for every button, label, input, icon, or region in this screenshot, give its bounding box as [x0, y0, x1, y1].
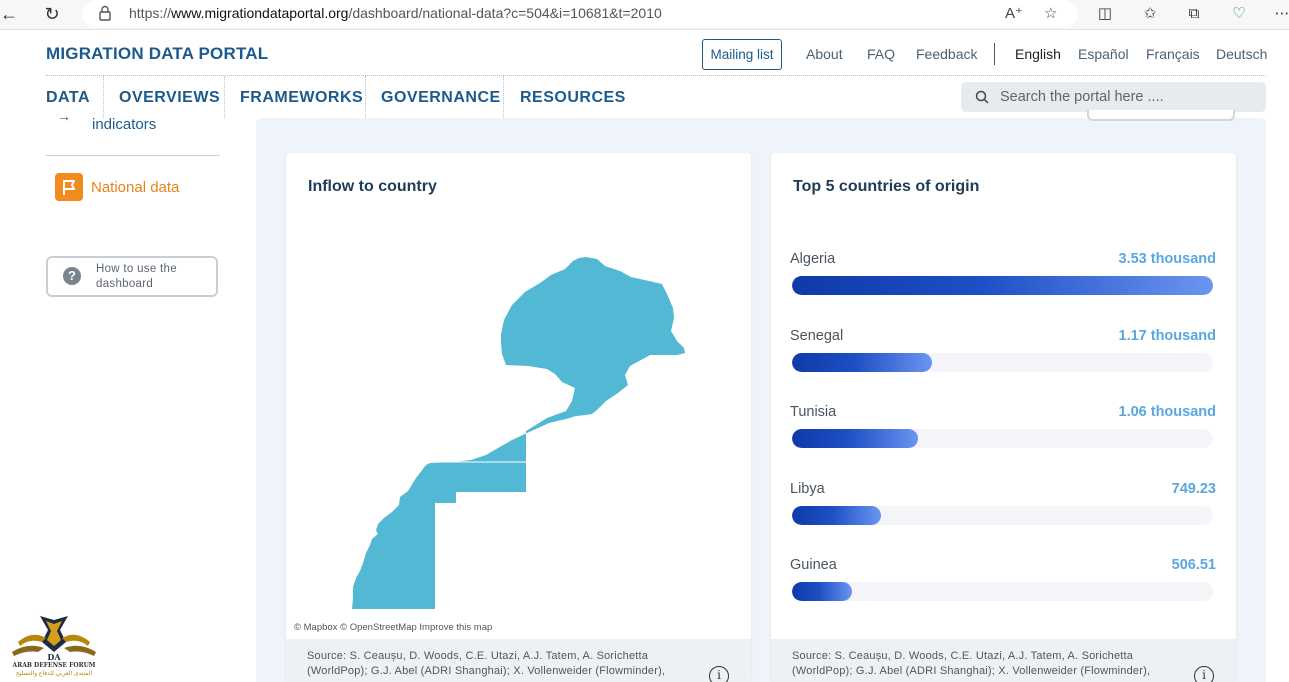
lock-icon: [99, 5, 111, 21]
country-name: Tunisia: [790, 404, 837, 420]
more-menu-icon[interactable]: ⋯: [1274, 5, 1289, 22]
flag-icon[interactable]: [55, 173, 83, 201]
top-origin-card: Top 5 countries of origin Algeria 3.53 th…: [771, 153, 1236, 682]
faq-link[interactable]: FAQ: [867, 46, 896, 62]
country-value: 749.23: [1171, 481, 1216, 497]
sidebar-item-indicators[interactable]: indicators: [92, 116, 157, 133]
morocco-region[interactable]: [352, 257, 685, 609]
country-name: Libya: [790, 481, 825, 497]
eagle-emblem-icon: DA: [12, 616, 96, 662]
search-icon: [975, 90, 989, 104]
url-text: https://www.migrationdataportal.org/dash…: [129, 5, 662, 21]
divider: [994, 43, 995, 65]
country-value: 1.17 thousand: [1118, 328, 1217, 344]
card-title: Inflow to country: [308, 178, 437, 195]
nav-resources[interactable]: RESOURCES: [520, 89, 626, 106]
country-name: Guinea: [790, 557, 837, 573]
map-attribution[interactable]: © Mapbox © OpenStreetMap Improve this ma…: [294, 622, 493, 633]
source-text: Source: S. Ceaușu, D. Woods, C.E. Utazi,…: [792, 650, 1151, 677]
feedback-link[interactable]: Feedback: [916, 46, 978, 62]
bar-fill: [792, 276, 1213, 295]
nav-divider: [224, 76, 225, 118]
nav-governance[interactable]: GOVERNANCE: [381, 89, 501, 106]
country-name: Algeria: [790, 251, 836, 267]
favorites-icon[interactable]: ✩: [1143, 5, 1157, 22]
card-title: Top 5 countries of origin: [793, 178, 980, 195]
bar-fill: [792, 582, 853, 601]
bar-track: [792, 506, 1213, 525]
about-link[interactable]: About: [806, 46, 843, 62]
bar-track: [792, 276, 1213, 295]
bar-fill: [792, 353, 932, 372]
nav-frameworks[interactable]: FRAMEWORKS: [240, 89, 364, 106]
sidebar-divider: [46, 155, 220, 156]
lang-espanol[interactable]: Español: [1078, 46, 1129, 62]
read-aloud-icon[interactable]: A⁺: [1005, 5, 1023, 22]
search-placeholder: Search the portal here ....: [1000, 89, 1164, 105]
bar-fill: [792, 506, 882, 525]
watermark-arabic-text: المنتدى العربي للدفاع والتسليح: [15, 671, 93, 677]
lang-deutsch[interactable]: Deutsch: [1216, 46, 1268, 62]
inflow-map-card: Inflow to country © Mapbox © OpenStreetM…: [286, 153, 751, 682]
address-bar[interactable]: https://www.migrationdataportal.org/dash…: [82, 0, 1078, 28]
browser-toolbar: ← ↻ https://www.migrationdataportal.org/…: [0, 0, 1289, 30]
nav-divider: [103, 76, 104, 118]
help-icon: ?: [63, 267, 81, 285]
country-map[interactable]: [286, 153, 751, 623]
bar-fill: [792, 429, 919, 448]
site-logo[interactable]: MIGRATION DATA PORTAL: [46, 44, 269, 63]
nav-overviews[interactable]: OVERVIEWS: [119, 89, 221, 106]
split-screen-icon[interactable]: ◫: [1097, 5, 1113, 22]
search-input[interactable]: Search the portal here ....: [961, 82, 1266, 112]
lang-francais[interactable]: Français: [1146, 46, 1200, 62]
browser-essentials-icon[interactable]: ♡: [1232, 5, 1246, 22]
sidebar-item-national-data[interactable]: National data: [91, 179, 180, 196]
bar-track: [792, 582, 1213, 601]
collections-icon[interactable]: ⧉: [1188, 5, 1200, 22]
header-divider: [46, 75, 1266, 76]
mailing-list-button[interactable]: Mailing list: [702, 39, 782, 70]
info-icon[interactable]: i: [1194, 666, 1214, 682]
country-value: 506.51: [1171, 557, 1216, 573]
forum-watermark-logo: DA ARAB DEFENSE FORUM المنتدى العربي للد…: [8, 612, 100, 682]
country-value: 1.06 thousand: [1118, 404, 1217, 420]
nav-divider: [365, 76, 366, 118]
arrow-right-icon: →: [57, 108, 71, 124]
source-text: Source: S. Ceaușu, D. Woods, C.E. Utazi,…: [307, 650, 666, 677]
how-to-use-button[interactable]: ? How to use the dashboard: [46, 256, 218, 297]
svg-text:DA: DA: [47, 652, 61, 662]
country-name: Senegal: [790, 328, 844, 344]
bar-track: [792, 429, 1213, 448]
info-icon[interactable]: i: [709, 666, 729, 682]
nav-divider: [503, 76, 504, 118]
dropdown-edge[interactable]: [1087, 110, 1235, 121]
bar-track: [792, 353, 1213, 372]
nav-data[interactable]: DATA: [46, 89, 91, 106]
back-icon[interactable]: ←: [0, 4, 18, 24]
source-footer: Source: S. Ceaușu, D. Woods, C.E. Utazi,…: [771, 639, 1236, 682]
refresh-icon[interactable]: ↻: [44, 4, 60, 24]
favorite-star-icon[interactable]: ☆: [1044, 5, 1058, 22]
watermark-text: ARAB DEFENSE FORUM: [12, 662, 96, 669]
how-to-use-label: How to use the dashboard: [96, 263, 177, 290]
lang-english[interactable]: English: [1015, 46, 1061, 62]
country-value: 3.53 thousand: [1118, 251, 1217, 267]
source-footer: Source: S. Ceaușu, D. Woods, C.E. Utazi,…: [286, 639, 751, 682]
